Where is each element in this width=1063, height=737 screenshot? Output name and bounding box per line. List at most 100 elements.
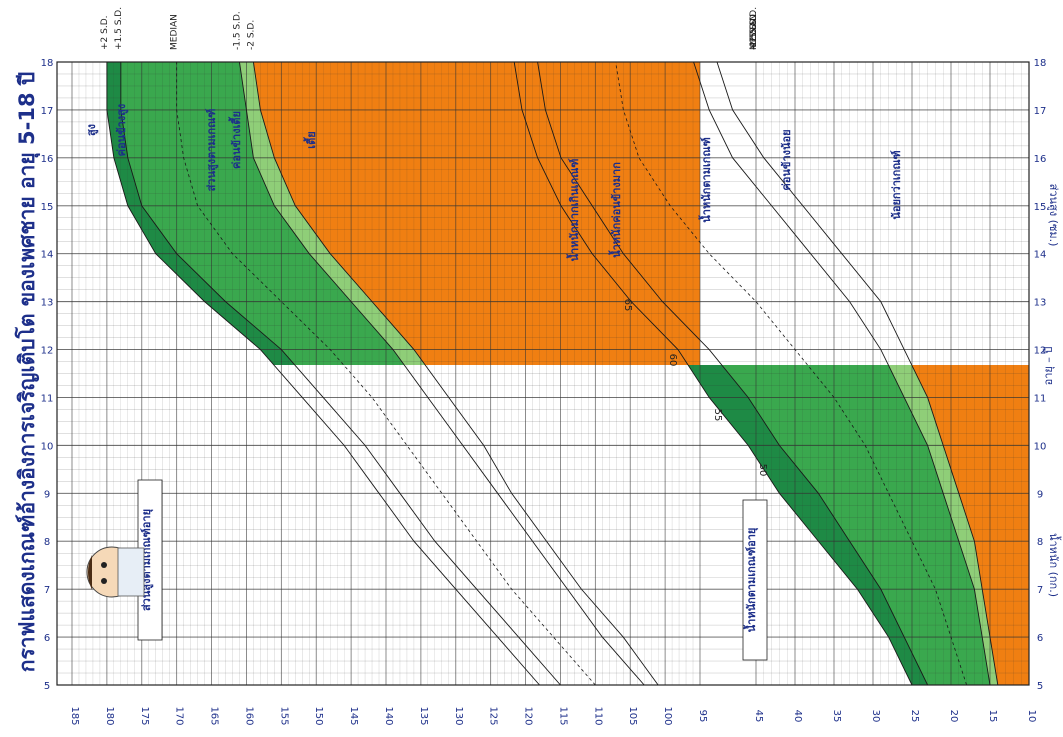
weight-box-label-box — [742, 499, 768, 661]
weight-tick-label: 25 — [909, 710, 920, 723]
height-series-label: -2 S.D. — [246, 20, 256, 50]
weight-series-label: -1.5 S.D. — [749, 11, 759, 50]
age-tick-label: 12 — [41, 346, 54, 357]
weight-zone-label: ค่อนข้างน้อย — [780, 129, 793, 190]
age-tick-label: 18 — [41, 58, 54, 69]
plot-frame — [56, 61, 1030, 686]
weight-tick-label: 20 — [948, 710, 959, 723]
weight-diagonal-tick-label: 65 — [622, 299, 633, 312]
weight-zone-label: น้ำหนักมากเกินเกณฑ์ — [566, 159, 581, 262]
height-curve-2 — [176, 62, 596, 686]
weight-curve-2 — [615, 61, 967, 686]
weight-zone-label: น้ำหนักตามเกณฑ์ — [698, 137, 713, 222]
height-zone-label: ค่อนข้างสูง — [115, 104, 129, 157]
weight-tick-label: 45 — [753, 710, 764, 723]
age-tick-label: 17 — [41, 106, 54, 117]
age-tick-label: 6 — [1037, 633, 1043, 644]
height-tick-label: 175 — [139, 706, 150, 725]
height-curve-3 — [239, 61, 645, 686]
weight-series-label: +1.5 S.D. — [749, 7, 759, 50]
height-curve-4 — [252, 61, 659, 686]
weight-series-label: +2 S.D. — [749, 16, 759, 51]
weight-curve-3 — [693, 61, 991, 686]
height-series-label: +2 S.D. — [100, 16, 110, 51]
height-tick-label: 135 — [418, 706, 429, 725]
height-tick-label: 95 — [697, 710, 708, 723]
weight-tick-label: 10 — [1026, 710, 1037, 723]
age-tick-label: 11 — [1034, 393, 1047, 404]
height-zone-label: เตี้ย — [303, 131, 318, 148]
age-tick-label: 12 — [1034, 346, 1047, 357]
weight-series-label: MEDIAN — [749, 14, 759, 50]
page-title: กราฟแสดงเกณฑ์อ้างอิงการเจริญเติบโต ของเพ… — [14, 72, 41, 673]
weight-curve-0 — [513, 61, 913, 686]
age-tick-label: 10 — [41, 441, 54, 452]
age-tick-label: 7 — [1037, 585, 1043, 596]
weight-zone-label: น้อยกว่าเกณฑ์ — [890, 150, 903, 219]
weight-curve-1 — [537, 61, 929, 686]
weight-tick-label: 15 — [987, 710, 998, 723]
height-curve-1 — [120, 62, 561, 686]
height-tick-label: 170 — [174, 706, 185, 725]
age-tick-label: 9 — [1037, 489, 1043, 500]
height-tick-label: 125 — [488, 706, 499, 725]
age-tick-label: 15 — [1034, 202, 1047, 213]
age-tick-label: 16 — [41, 154, 54, 165]
weight-box-label: น้ำหนักตามเกณฑ์อายุ — [743, 528, 759, 633]
height-series-label: -1.5 S.D. — [232, 11, 242, 50]
weight-diagonal-tick-label: 60 — [667, 354, 678, 367]
weight-zone-label: น้ำหนักค่อนข้างมาก — [608, 162, 623, 258]
height-tick-label: 110 — [592, 706, 603, 725]
chart-labels: +2 S.D. +1.5 S.D. MEDIAN -1.5 S.D. -2 S.D. +2… — [85, 7, 903, 661]
chart-curves — [106, 61, 999, 686]
age-tick-label: 18 — [1034, 58, 1047, 69]
height-tick-label: 185 — [69, 706, 80, 725]
height-tick-label: 115 — [557, 706, 568, 725]
height-tick-label: 105 — [627, 706, 638, 725]
age-tick-label: 16 — [1034, 154, 1047, 165]
weight-tick-label: 30 — [870, 710, 881, 723]
age-axis-label: อายุ – ปี — [1042, 347, 1055, 386]
weight-zone-below-1-5sd — [888, 365, 998, 685]
height-zones — [72, 62, 700, 365]
age-tick-label: 10 — [1034, 441, 1047, 452]
weight-tick-label: 40 — [792, 710, 803, 723]
age-tick-label: 5 — [44, 681, 50, 692]
height-zone-above-2sd — [106, 62, 295, 365]
height-tick-label: 145 — [348, 706, 359, 725]
child-illustration — [86, 546, 145, 598]
weight-diagonal-tick-label: 50 — [757, 464, 768, 477]
weight-axis-label: น้ำหนัก (กก.) — [1047, 533, 1062, 597]
height-curve-0 — [106, 62, 540, 686]
weight-curve-4 — [716, 61, 999, 686]
age-tick-label: 14 — [1034, 250, 1047, 261]
age-tick-label: 9 — [44, 489, 50, 500]
height-zone-label: สูง — [85, 124, 99, 136]
chart-ticks: 5566778899101011111212131314141515161617… — [41, 58, 1047, 726]
height-tick-label: 130 — [453, 706, 464, 725]
height-tick-label: 155 — [278, 706, 289, 725]
height-tick-label: 140 — [383, 706, 394, 725]
age-tick-label: 11 — [41, 393, 54, 404]
height-zone-tall — [72, 62, 274, 365]
height-tick-label: 165 — [209, 706, 220, 725]
age-tick-label: 13 — [1034, 298, 1047, 309]
age-tick-label: 6 — [44, 633, 50, 644]
height-zone-short — [253, 62, 700, 365]
age-tick-label: 14 — [41, 250, 54, 261]
weight-series-label: -2 S.D. — [749, 20, 759, 50]
age-tick-label: 7 — [44, 585, 50, 596]
age-tick-label: 17 — [1034, 106, 1047, 117]
weight-diagonal-tick-label: 55 — [712, 409, 723, 422]
height-zone-label: ค่อนข้างเตี้ย — [228, 111, 243, 169]
height-tick-label: 160 — [243, 706, 254, 725]
age-tick-label: 5 — [1037, 681, 1043, 692]
weight-tick-label: 35 — [831, 710, 842, 723]
age-tick-label: 15 — [41, 202, 54, 213]
age-tick-label: 13 — [41, 298, 54, 309]
height-series-label: MEDIAN — [170, 14, 180, 50]
height-zone-label: ส่วนสูงตามเกณฑ์ — [205, 109, 219, 192]
height-axis-label: ส่วนสูง (ซม.) — [1047, 184, 1060, 247]
